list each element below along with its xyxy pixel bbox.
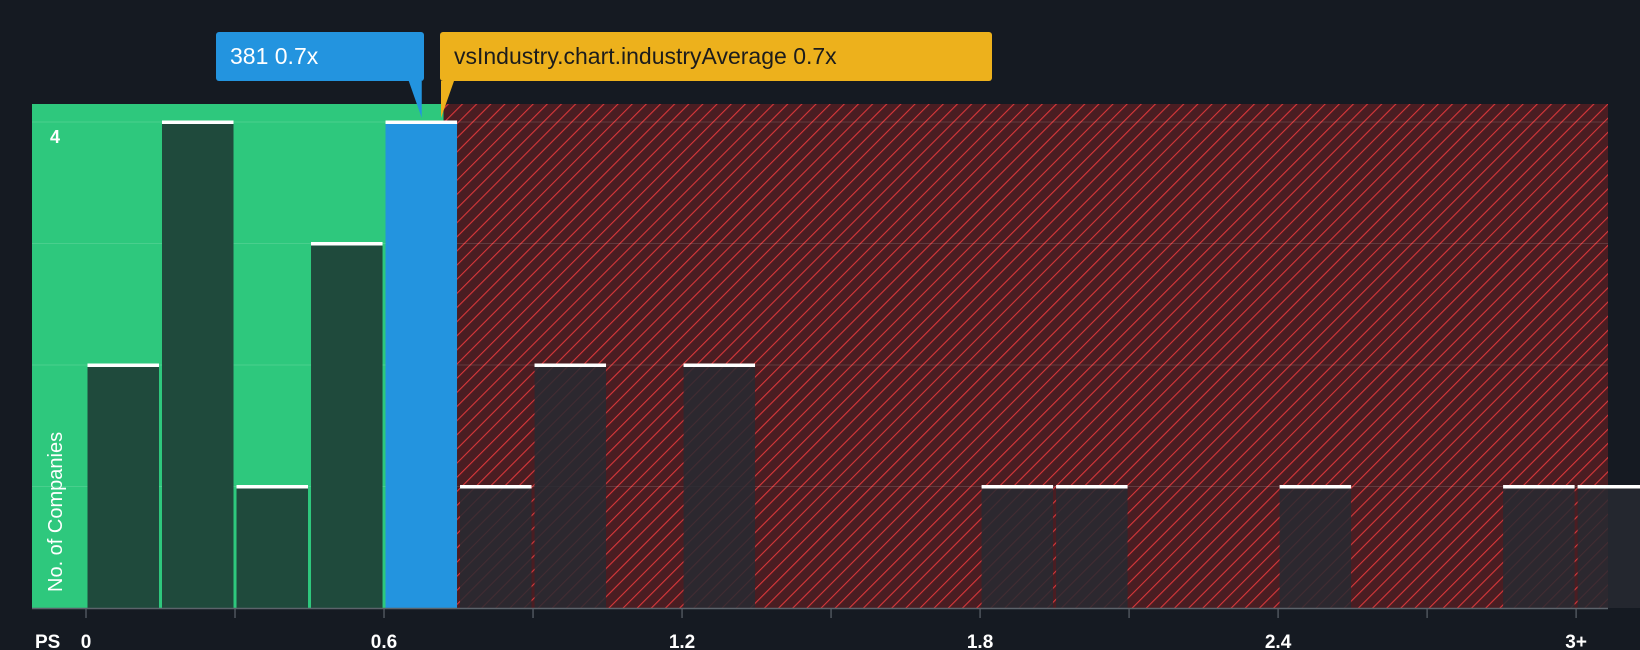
company-callout-label: 381 bbox=[230, 43, 269, 69]
y-tick-label: 4 bbox=[50, 127, 60, 147]
y-axis-title: No. of Companies bbox=[45, 432, 67, 592]
histogram-bar bbox=[534, 365, 607, 608]
histogram-bar-cap bbox=[236, 485, 309, 489]
industry-average-callout: vsIndustry.chart.industryAverage 0.7x bbox=[440, 32, 992, 81]
histogram-bar-cap bbox=[981, 485, 1054, 489]
histogram-bar-cap bbox=[534, 363, 607, 367]
x-tick-label: 1.8 bbox=[967, 632, 993, 650]
histogram-bar-cap bbox=[1503, 485, 1575, 489]
industry-callout-label: vsIndustry.chart.industryAverage bbox=[454, 43, 787, 69]
histogram-bar bbox=[460, 486, 532, 608]
histogram-bar bbox=[1503, 486, 1575, 608]
histogram-bar bbox=[236, 486, 309, 608]
x-axis-title: PS bbox=[35, 632, 60, 650]
x-tick-label: 2.4 bbox=[1265, 632, 1292, 650]
histogram-bar bbox=[683, 365, 756, 608]
histogram-bar bbox=[1577, 486, 1640, 608]
company-callout-pointer bbox=[408, 81, 422, 118]
x-tick-label: 0.6 bbox=[371, 632, 397, 650]
histogram-bar bbox=[1279, 486, 1352, 608]
histogram-bar bbox=[1056, 486, 1128, 608]
industry-callout-value: 0.7x bbox=[793, 43, 837, 69]
histogram-bar-cap bbox=[311, 242, 383, 246]
company-callout-value: 0.7x bbox=[274, 43, 319, 69]
histogram-bar-cap bbox=[385, 120, 458, 124]
x-tick-label: 3+ bbox=[1565, 632, 1587, 650]
histogram-bar-cap bbox=[1056, 485, 1128, 489]
histogram-bar bbox=[87, 365, 160, 608]
histogram-bar-cap bbox=[162, 120, 234, 124]
x-tick-label: 0 bbox=[81, 632, 92, 650]
histogram-bar bbox=[981, 486, 1054, 608]
histogram-bar-cap bbox=[1577, 485, 1640, 489]
histogram-bar bbox=[162, 122, 234, 608]
histogram-bar-cap bbox=[460, 485, 532, 489]
histogram-bar bbox=[385, 122, 458, 608]
histogram-bar bbox=[311, 243, 383, 608]
company-value-callout: 381 0.7x bbox=[216, 32, 424, 81]
x-tick-label: 1.2 bbox=[669, 632, 695, 650]
industry-callout-pointer bbox=[441, 81, 454, 118]
histogram-bar-cap bbox=[683, 363, 756, 367]
histogram-bar-cap bbox=[87, 363, 160, 367]
histogram-bar-cap bbox=[1279, 485, 1352, 489]
